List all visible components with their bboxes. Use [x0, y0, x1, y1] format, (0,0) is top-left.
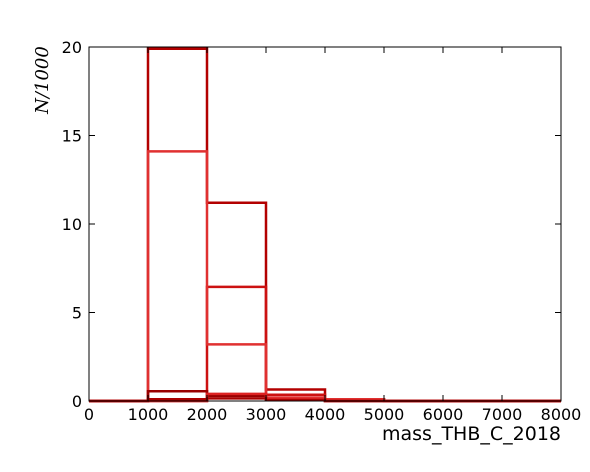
y-tick-label: 5: [72, 304, 82, 323]
x-tick-label: 8000: [541, 405, 582, 424]
x-tick-label: 6000: [423, 405, 464, 424]
plot-frame: [88, 46, 562, 402]
x-tick-label: 1000: [128, 405, 169, 424]
y-axis-label: N/1000: [32, 46, 53, 115]
x-axis-label: mass_THB_C_2018: [382, 423, 561, 445]
y-tick-label: 10: [62, 215, 82, 234]
x-tick-label: 3000: [246, 405, 287, 424]
y-tick-label: 0: [72, 392, 82, 411]
x-tick-label: 2000: [187, 405, 228, 424]
histogram-steps: [89, 47, 561, 403]
axis-ticks: 0 1000 2000 3000 4000 5000 6000 7000 8000 0 5 10 15 2…: [62, 38, 582, 424]
histogram-series-1: [89, 47, 561, 403]
x-tick-label: 7000: [482, 405, 523, 424]
histogram-series-2: [89, 285, 561, 403]
y-tick-label: 20: [62, 38, 82, 57]
x-tick-label: 4000: [305, 405, 346, 424]
y-tick-label: 15: [62, 127, 82, 146]
histogram-series-3: [89, 150, 561, 403]
x-tick-label: 5000: [364, 405, 405, 424]
x-tick-label: 0: [84, 405, 94, 424]
